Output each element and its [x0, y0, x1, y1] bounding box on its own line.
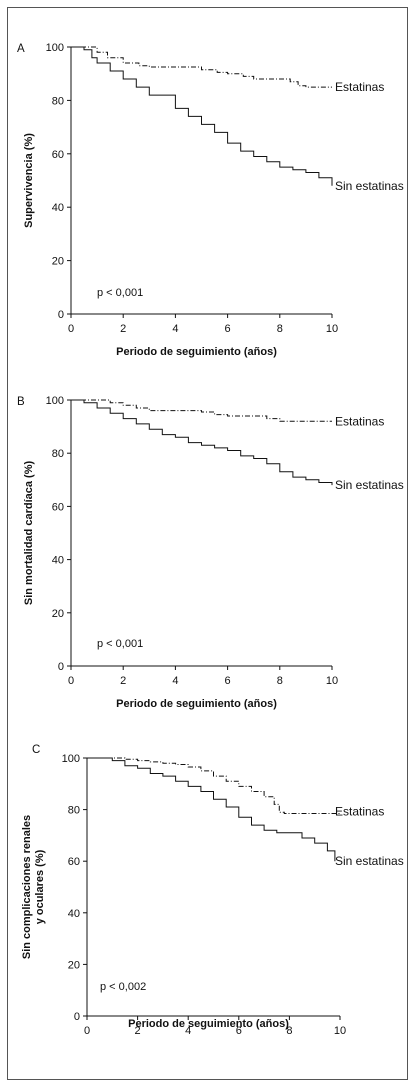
p-value-annotation: p < 0,002 — [100, 981, 146, 993]
x-tick-label: 0 — [68, 323, 74, 335]
panel-label: B — [17, 396, 25, 408]
y-axis-label: Supervivencia (%) — [23, 133, 35, 228]
x-tick-label: 6 — [225, 323, 231, 335]
y-tick-label: 60 — [52, 501, 64, 513]
y-tick-label: 100 — [46, 42, 64, 54]
chart-panel-c: C 0 20 40 60 80 100 0 2 4 6 8 10 Periodo de seguimien… — [21, 744, 404, 1037]
x-tick-label: 10 — [334, 1025, 346, 1037]
y-tick-label: 60 — [52, 149, 64, 161]
x-tick-label: 0 — [84, 1025, 90, 1037]
y-tick-label: 0 — [58, 661, 64, 673]
figure-frame — [7, 7, 408, 1080]
x-tick-label: 4 — [185, 1025, 191, 1037]
y-tick-label: 0 — [58, 309, 64, 321]
x-axis-label: Periodo de seguimiento (años) — [116, 698, 277, 710]
y-tick-label: 100 — [62, 753, 80, 765]
chart-panel-a: A 0 20 40 60 80 100 0 2 4 6 8 10 Periodo de seguimien… — [17, 42, 404, 358]
p-value-annotation: p < 0,001 — [97, 638, 143, 650]
y-tick-label: 80 — [52, 448, 64, 460]
y-tick-label: 60 — [68, 856, 80, 868]
chart-panel-b: B 0 20 40 60 80 100 0 2 4 6 8 10 Periodo de seguimien… — [17, 395, 404, 710]
panel-label: C — [32, 744, 40, 756]
y-tick-label: 40 — [52, 555, 64, 567]
x-tick-label: 4 — [172, 675, 178, 687]
x-tick-label: 0 — [68, 675, 74, 687]
y-tick-label: 20 — [68, 959, 80, 971]
x-tick-label: 4 — [172, 323, 178, 335]
y-axis-label-line: Supervivencia (%) — [23, 133, 35, 228]
p-value-annotation: p < 0,001 — [97, 287, 143, 299]
x-axis-label: Periodo de seguimiento (años) — [128, 1018, 289, 1030]
y-tick-label: 20 — [52, 256, 64, 268]
series-line-sin-estatinas — [71, 399, 333, 486]
series-line-estatinas — [87, 757, 340, 814]
y-tick-label: 20 — [52, 608, 64, 620]
x-tick-label: 2 — [120, 323, 126, 335]
series-label: Sin estatinas — [335, 854, 404, 868]
x-tick-label: 2 — [135, 1025, 141, 1037]
y-tick-label: 80 — [52, 95, 64, 107]
x-tick-label: 6 — [236, 1025, 242, 1037]
y-tick-label: 0 — [74, 1011, 80, 1023]
y-tick-label: 40 — [52, 202, 64, 214]
x-tick-label: 8 — [277, 675, 283, 687]
series-label: Estatinas — [335, 804, 384, 818]
series-label: Estatinas — [335, 414, 384, 428]
y-tick-label: 100 — [46, 395, 64, 407]
x-tick-label: 6 — [225, 675, 231, 687]
y-axis-label: Sin complicaciones renalesy oculares (%) — [21, 815, 46, 959]
series-label: Sin estatinas — [335, 179, 404, 193]
y-axis-label: Sin mortalidad cardíaca (%) — [23, 461, 35, 606]
series-line-sin-estatinas — [71, 46, 333, 186]
panel-label: A — [17, 43, 25, 55]
x-tick-label: 10 — [326, 675, 338, 687]
y-tick-label: 80 — [68, 805, 80, 817]
series-line-estatinas — [71, 46, 332, 88]
x-tick-label: 10 — [326, 323, 338, 335]
series-label: Estatinas — [335, 80, 384, 94]
y-tick-label: 40 — [68, 908, 80, 920]
x-tick-label: 8 — [286, 1025, 292, 1037]
x-tick-label: 2 — [120, 675, 126, 687]
x-tick-label: 8 — [277, 323, 283, 335]
x-axis-label: Periodo de seguimiento (años) — [116, 346, 277, 358]
y-axis-label-line: Sin mortalidad cardíaca (%) — [23, 461, 35, 606]
y-axis-label-line: y oculares (%) — [34, 849, 46, 924]
series-label: Sin estatinas — [335, 478, 404, 492]
y-axis-label-line: Sin complicaciones renales — [21, 815, 33, 959]
series-line-estatinas — [71, 399, 332, 422]
series-line-sin-estatinas — [87, 757, 336, 862]
